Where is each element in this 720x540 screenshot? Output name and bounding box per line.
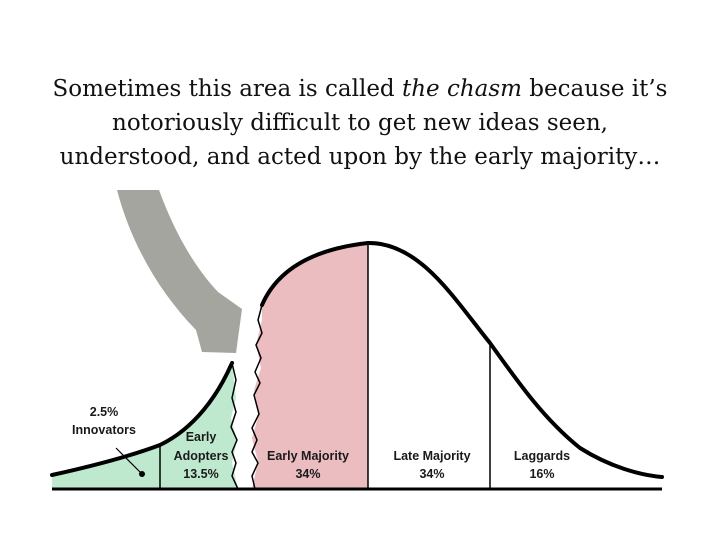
early-majority-label: Early Majority — [267, 449, 349, 463]
laggards-pct: 16% — [529, 467, 554, 481]
innovators-pointer-line — [115, 447, 143, 475]
chasm-edge-left — [230, 362, 239, 490]
laggards-label: Laggards — [514, 449, 570, 463]
innovators-pct: 2.5% — [90, 405, 119, 419]
innovators-pointer-dot — [139, 471, 145, 477]
early-majority-pct: 34% — [295, 467, 320, 481]
early-adopters-pct: 13.5% — [183, 467, 218, 481]
late-majority-label: Late Majority — [393, 449, 470, 463]
early-adopters-label-2: Adopters — [174, 449, 229, 463]
innovators-label: Innovators — [72, 423, 136, 437]
bell-curve-right — [260, 240, 664, 479]
big-arrow-icon — [117, 190, 242, 353]
innovators-adopters-area — [52, 363, 238, 489]
caption: Sometimes this area is called the chasm … — [30, 72, 690, 174]
caption-emphasis: the chasm — [401, 76, 522, 102]
late-majority-pct: 34% — [419, 467, 444, 481]
caption-line-3: understood, and acted upon by the early … — [59, 144, 661, 170]
early-majority-area — [252, 243, 368, 489]
chasm-edge-right — [251, 304, 263, 490]
early-adopters-label-1: Early — [186, 430, 217, 444]
caption-line-1: Sometimes this area is called the chasm … — [52, 76, 668, 102]
caption-line-2: notoriously difficult to get new ideas s… — [112, 110, 608, 136]
